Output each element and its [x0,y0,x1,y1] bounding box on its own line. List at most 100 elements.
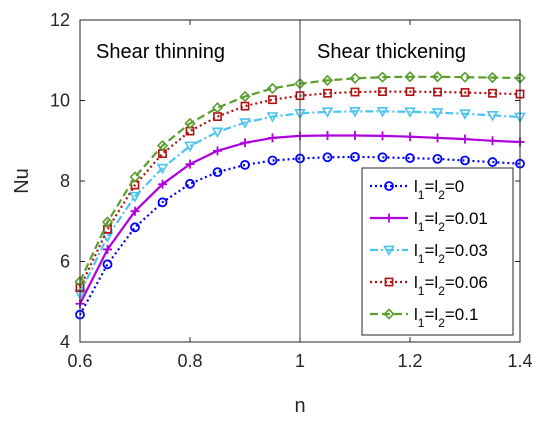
legend-entry: l1=l2=0.06 [370,273,488,298]
data-point [158,179,167,189]
x-axis-ticks: 0.6 0.8 1 1.2 1.4 [67,20,533,371]
data-point [239,118,251,129]
data-point [405,153,415,163]
data-point [460,134,470,144]
data-point [103,244,112,254]
data-point [321,74,334,87]
data-point [321,107,334,118]
legend-marker [384,277,394,287]
legend-label: l1=l2=0 [414,177,464,202]
data-point [130,222,140,233]
data-point [323,131,332,141]
data-point [350,87,360,97]
data-point [404,107,416,118]
y-axis-ticks: 4 6 8 10 12 [50,10,520,352]
data-point [432,153,443,164]
data-point [488,136,497,146]
data-point [459,109,471,120]
data-point [433,87,442,97]
legend-marker [383,245,395,257]
data-point [349,106,361,118]
data-point [378,87,387,97]
data-point [102,259,113,270]
x-axis-label: n [294,395,305,417]
data-point [211,102,224,114]
x-tick-label: 0.8 [177,351,202,371]
data-point [268,133,277,143]
data-point [211,127,224,139]
series-3 [74,106,526,300]
data-point [266,82,279,95]
series-line-3 [79,110,521,295]
y-tick-label: 6 [60,252,70,272]
data-point [184,117,196,130]
data-point [350,131,360,141]
data-point [431,108,444,119]
data-point [156,139,169,152]
y-axis-label: Nu [11,168,33,194]
data-point [405,132,415,142]
y-tick-label: 12 [50,10,70,30]
legend-label: l1=l2=0.01 [414,209,488,234]
x-tick-label: 1 [295,351,305,371]
data-point [488,88,497,98]
data-point [268,95,277,105]
data-point [240,159,250,170]
legend-entry: l1=l2=0.1 [370,305,478,330]
legend-label: l1=l2=0.03 [414,241,488,266]
legend-entry: l1=l2=0 [370,177,464,202]
legend-label: l1=l2=0.1 [414,305,478,330]
x-tick-label: 0.6 [67,351,92,371]
data-point [486,110,499,122]
legend-entry: l1=l2=0.03 [370,241,488,266]
data-point [129,191,141,203]
data-point [212,167,223,178]
y-tick-label: 4 [60,332,70,352]
data-point [101,216,114,228]
data-point [239,90,251,103]
data-point [460,88,470,97]
data-point [376,71,389,83]
data-point [487,157,498,167]
data-point [405,87,415,97]
data-point [130,206,140,216]
x-tick-label: 1.4 [507,351,532,371]
data-point [460,155,470,166]
data-point [213,146,222,156]
x-tick-label: 1.2 [397,351,422,371]
legend-entry: l1=l2=0.01 [370,209,488,234]
shear-thinning-label: Shear thinning [96,41,225,63]
data-point [184,141,196,153]
y-tick-label: 8 [60,171,70,191]
legend-marker [383,308,395,320]
data-point [486,71,499,84]
data-point [350,151,360,162]
data-point [240,138,250,148]
legend-marker [384,213,394,223]
data-point [349,72,361,84]
data-point [322,152,333,163]
y-tick-label: 10 [50,91,70,111]
data-point [376,106,389,118]
data-point [185,159,195,169]
series-1 [75,151,525,320]
data-point [156,163,169,175]
data-point [240,101,250,111]
legend: l1=l2=0 l1=l2=0.01 l1=l2=0.03 l1=l2=0.06 l1=… [361,167,514,336]
legend-marker [384,181,394,191]
data-point [323,88,332,98]
data-point [433,133,442,143]
data-point [266,112,279,123]
data-point [431,71,444,83]
data-point [404,71,416,83]
data-point [459,71,471,83]
data-point [378,131,387,141]
legend-label: l1=l2=0.06 [414,273,488,298]
data-point [377,152,388,163]
data-point [157,197,168,208]
data-point [267,155,278,166]
data-point [129,171,141,183]
shear-thickening-label: Shear thickening [317,41,466,63]
data-point [185,178,195,189]
